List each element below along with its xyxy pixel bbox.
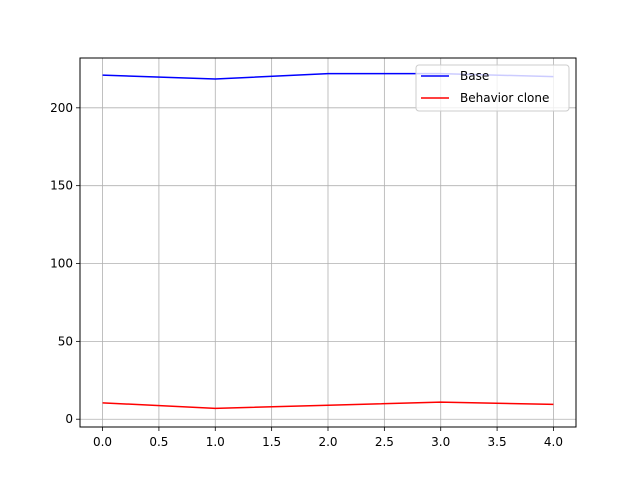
y-axis-ticks: 0 50 100 150 200: [50, 101, 80, 426]
y-tick-label: 100: [50, 257, 73, 271]
x-tick-label: 0.5: [149, 435, 168, 449]
x-tick-label: 1.5: [262, 435, 281, 449]
legend: Base Behavior clone: [415, 64, 570, 112]
x-tick-label: 1.0: [206, 435, 225, 449]
y-tick-label: 200: [50, 101, 73, 115]
x-tick-label: 3.0: [431, 435, 450, 449]
y-tick-label: 0: [65, 412, 73, 426]
y-tick-label: 50: [58, 334, 73, 348]
x-tick-label: 0.0: [93, 435, 112, 449]
y-tick-label: 150: [50, 179, 73, 193]
series-line-1: [102, 401, 554, 410]
x-tick-label: 2.5: [375, 435, 394, 449]
legend-box: [415, 64, 570, 112]
legend-label-0: Base: [460, 69, 489, 83]
x-tick-label: 4.0: [544, 435, 563, 449]
grid: [80, 58, 576, 427]
x-tick-label: 2.0: [318, 435, 337, 449]
x-tick-label: 3.5: [488, 435, 507, 449]
x-axis-ticks: 0.0 0.5 1.0 1.5 2.0 2.5 3.0 3.5 4.0: [93, 427, 563, 449]
legend-label-1: Behavior clone: [460, 91, 549, 105]
